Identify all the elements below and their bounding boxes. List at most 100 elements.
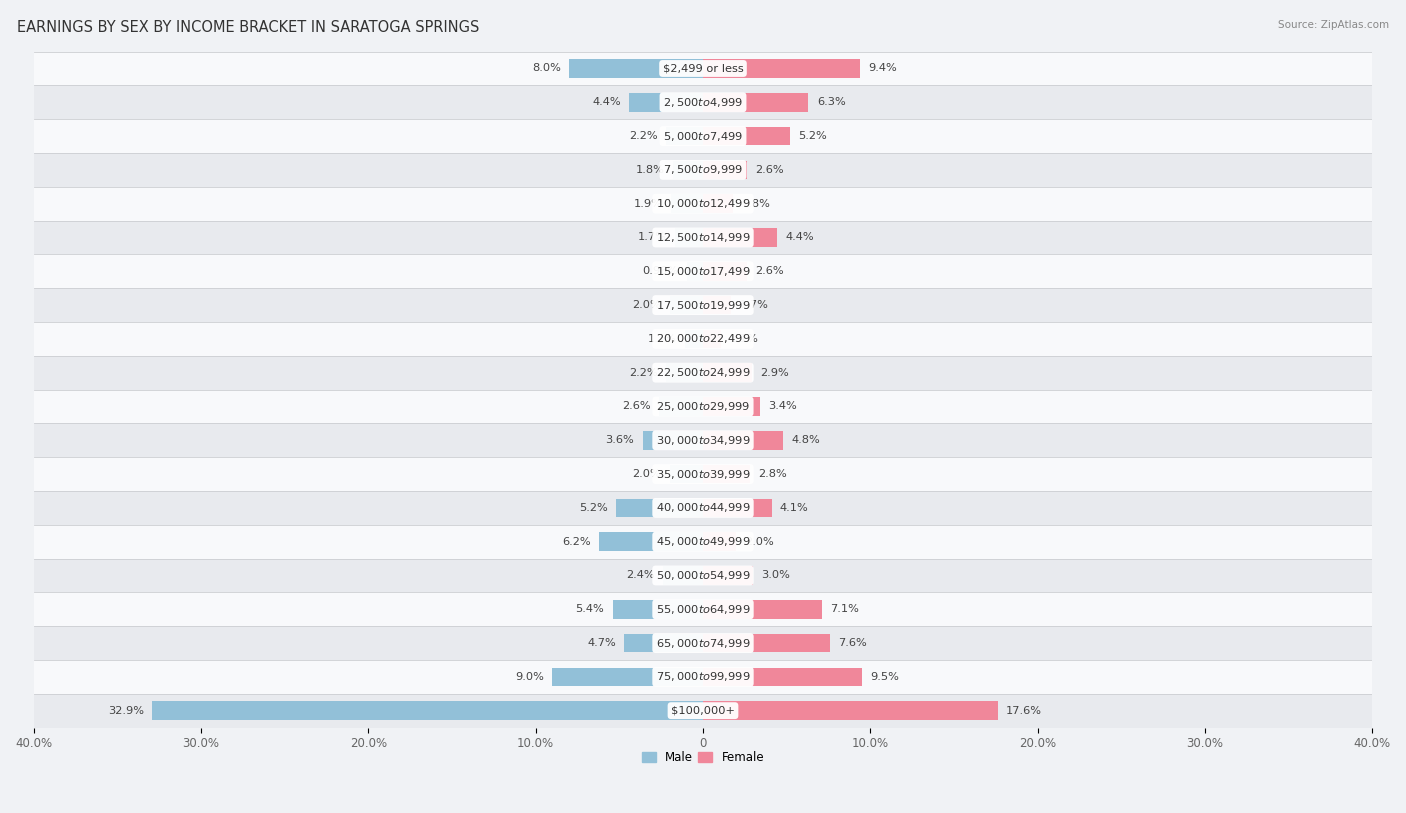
Bar: [34, 220, 1372, 254]
Text: 1.7%: 1.7%: [637, 233, 666, 242]
Text: 6.2%: 6.2%: [562, 537, 591, 546]
Bar: [616, 498, 703, 517]
Bar: [152, 702, 703, 720]
Text: $7,500 to $9,999: $7,500 to $9,999: [664, 163, 742, 176]
Text: 4.4%: 4.4%: [785, 233, 814, 242]
Text: $50,000 to $54,999: $50,000 to $54,999: [655, 569, 751, 582]
Text: 4.4%: 4.4%: [592, 98, 621, 107]
Text: $40,000 to $44,999: $40,000 to $44,999: [655, 502, 751, 515]
Text: $5,000 to $7,499: $5,000 to $7,499: [664, 129, 742, 142]
Text: 0.96%: 0.96%: [643, 267, 679, 276]
Text: $35,000 to $39,999: $35,000 to $39,999: [655, 467, 751, 480]
Text: 9.0%: 9.0%: [515, 672, 544, 682]
Text: 17.6%: 17.6%: [1005, 706, 1042, 715]
Bar: [659, 398, 703, 415]
Text: 9.5%: 9.5%: [870, 672, 900, 682]
Bar: [34, 593, 1372, 626]
Bar: [34, 389, 1372, 424]
Text: 9.4%: 9.4%: [869, 63, 897, 73]
Bar: [34, 660, 1372, 693]
Bar: [669, 465, 703, 484]
Bar: [703, 533, 737, 551]
Bar: [34, 85, 1372, 120]
Text: 8.0%: 8.0%: [531, 63, 561, 73]
Text: 3.6%: 3.6%: [606, 435, 634, 446]
Text: $100,000+: $100,000+: [671, 706, 735, 715]
Bar: [703, 329, 721, 348]
Text: 2.8%: 2.8%: [758, 469, 787, 479]
Bar: [703, 262, 747, 280]
Text: $17,500 to $19,999: $17,500 to $19,999: [655, 298, 751, 311]
Bar: [675, 228, 703, 247]
Text: 4.7%: 4.7%: [588, 638, 616, 648]
Text: 1.8%: 1.8%: [636, 165, 665, 175]
Bar: [703, 59, 860, 78]
Text: 4.8%: 4.8%: [792, 435, 821, 446]
Bar: [599, 533, 703, 551]
Text: 7.1%: 7.1%: [830, 604, 859, 615]
Text: 2.9%: 2.9%: [759, 367, 789, 378]
Text: $22,500 to $24,999: $22,500 to $24,999: [655, 366, 751, 379]
Text: $65,000 to $74,999: $65,000 to $74,999: [655, 637, 751, 650]
Bar: [688, 262, 703, 280]
Bar: [34, 424, 1372, 457]
Text: Source: ZipAtlas.com: Source: ZipAtlas.com: [1278, 20, 1389, 30]
Text: $20,000 to $22,499: $20,000 to $22,499: [655, 333, 751, 346]
Text: 4.1%: 4.1%: [780, 503, 808, 513]
Text: 6.3%: 6.3%: [817, 98, 845, 107]
Legend: Male, Female: Male, Female: [637, 746, 769, 769]
Text: 5.2%: 5.2%: [579, 503, 607, 513]
Text: 5.2%: 5.2%: [799, 131, 827, 141]
Bar: [703, 398, 759, 415]
Bar: [666, 363, 703, 382]
Text: 2.4%: 2.4%: [626, 571, 654, 580]
Bar: [630, 93, 703, 111]
Bar: [703, 702, 997, 720]
Text: $12,500 to $14,999: $12,500 to $14,999: [655, 231, 751, 244]
Bar: [703, 127, 790, 146]
Bar: [34, 457, 1372, 491]
Bar: [34, 153, 1372, 187]
Bar: [703, 498, 772, 517]
Text: $25,000 to $29,999: $25,000 to $29,999: [655, 400, 751, 413]
Text: 32.9%: 32.9%: [108, 706, 143, 715]
Text: $2,499 or less: $2,499 or less: [662, 63, 744, 73]
Text: 1.1%: 1.1%: [647, 334, 676, 344]
Bar: [34, 322, 1372, 356]
Bar: [34, 626, 1372, 660]
Bar: [34, 693, 1372, 728]
Bar: [703, 431, 783, 450]
Bar: [703, 194, 733, 213]
Text: $2,500 to $4,999: $2,500 to $4,999: [664, 96, 742, 109]
Bar: [703, 228, 776, 247]
Text: 2.6%: 2.6%: [623, 402, 651, 411]
Bar: [34, 288, 1372, 322]
Bar: [703, 566, 754, 585]
Bar: [34, 491, 1372, 524]
Text: 1.7%: 1.7%: [740, 300, 769, 310]
Bar: [643, 431, 703, 450]
Text: $30,000 to $34,999: $30,000 to $34,999: [655, 434, 751, 447]
Bar: [553, 667, 703, 686]
Text: 1.8%: 1.8%: [741, 198, 770, 209]
Bar: [703, 93, 808, 111]
Text: $15,000 to $17,499: $15,000 to $17,499: [655, 265, 751, 278]
Bar: [703, 161, 747, 179]
Text: 3.4%: 3.4%: [768, 402, 797, 411]
Bar: [703, 296, 731, 315]
Bar: [703, 667, 862, 686]
Text: 2.2%: 2.2%: [630, 131, 658, 141]
Bar: [669, 296, 703, 315]
Bar: [666, 127, 703, 146]
Text: $10,000 to $12,499: $10,000 to $12,499: [655, 198, 751, 211]
Text: 1.9%: 1.9%: [634, 198, 662, 209]
Text: 7.6%: 7.6%: [838, 638, 868, 648]
Text: 2.6%: 2.6%: [755, 267, 783, 276]
Text: 5.4%: 5.4%: [575, 604, 605, 615]
Bar: [671, 194, 703, 213]
Bar: [34, 51, 1372, 85]
Bar: [34, 187, 1372, 220]
Text: 1.1%: 1.1%: [730, 334, 759, 344]
Bar: [34, 120, 1372, 153]
Bar: [34, 356, 1372, 389]
